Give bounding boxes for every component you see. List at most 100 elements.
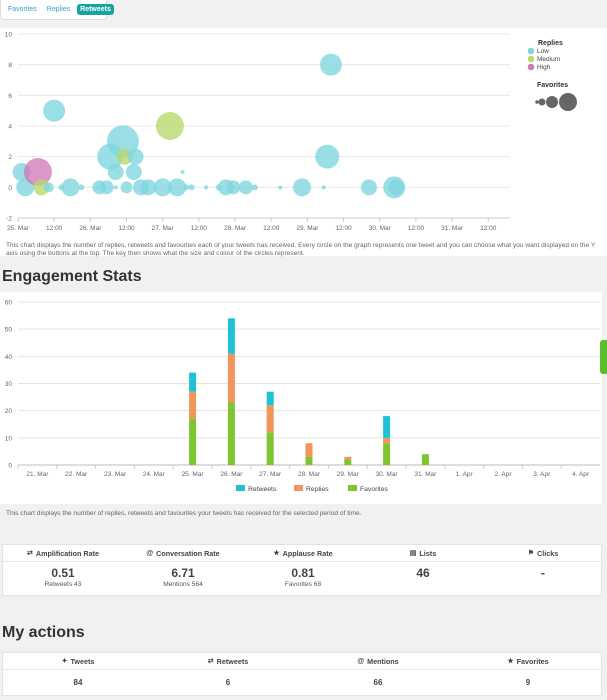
- bar-segment: [189, 372, 197, 392]
- tweet-bubble: [315, 144, 340, 169]
- y-tick-label: 30: [5, 381, 13, 388]
- x-tick-label: 2. Apr: [495, 471, 513, 478]
- my-actions-table: ✦ Tweets 84 ⇄ Retweets 6 @ Mentions 66 ★ Fav…: [2, 652, 603, 696]
- tweet-bubble: [61, 178, 80, 197]
- bubble-chart: -2 0 2 4 6 8 10 25. Mar 12:00 26. Mar 12:00 27. Mar…: [5, 32, 577, 232]
- action-value: 66: [373, 678, 383, 687]
- stat-value: 0.51: [51, 566, 75, 580]
- y-tick-label: 0: [8, 185, 12, 192]
- bar-segment: [344, 459, 352, 465]
- bar-segment: [421, 454, 429, 465]
- legend-size-dot: [538, 98, 546, 106]
- tweet-bubble: [183, 184, 190, 191]
- y-tick-label: 50: [5, 327, 13, 334]
- x-tick-label: 21. Mar: [26, 471, 49, 478]
- action-value: 6: [225, 678, 231, 687]
- engagement-title: Engagement Stats: [2, 268, 142, 285]
- y-tick-label: 4: [8, 124, 12, 131]
- feedback-tab-handle[interactable]: [600, 340, 607, 374]
- bar-segment: [266, 391, 274, 406]
- tab-favorites[interactable]: Favorites: [8, 6, 37, 13]
- tweet-bubble: [251, 184, 258, 191]
- y-axis-toggle-tabs: Favorites Replies Retweets: [0, 0, 114, 20]
- bar-segment: [344, 456, 352, 460]
- tweet-bubble: [155, 112, 184, 140]
- bar-segment: [227, 353, 235, 403]
- bar-segment: [383, 437, 391, 444]
- action-value: 84: [73, 678, 83, 687]
- stat-clicks: ⚑ Clicks -: [483, 545, 603, 595]
- legend-label: High: [537, 64, 551, 71]
- tweet-bubble: [204, 185, 209, 190]
- tweet-bubble: [319, 53, 342, 76]
- bar-segment: [305, 443, 313, 457]
- y-tick-label: 8: [8, 62, 12, 69]
- stat-applause: ★ Applause Rate 0.81 Favorites 68: [243, 545, 363, 595]
- tweet-bubble: [78, 184, 85, 191]
- legend-label: Low: [537, 48, 549, 55]
- bubble-chart-panel: -2 0 2 4 6 8 10 25. Mar 12:00 26. Mar 12:00 27. Mar…: [0, 28, 607, 256]
- tweet-bubble: [153, 178, 172, 197]
- x-tick-label: 29. Mar: [296, 225, 319, 232]
- tweet-bubble: [106, 125, 139, 158]
- tab-retweets[interactable]: Retweets: [77, 4, 114, 15]
- y-tick-label: 60: [5, 300, 13, 307]
- tweet-bubble: [321, 185, 326, 190]
- bar-chart-panel: 0 10 20 30 40 50 60 21. Mar 22. Mar 23. Mar 24. Ma…: [0, 292, 602, 504]
- stat-label: Applause Rate: [282, 548, 333, 558]
- stat-label: Amplification Rate: [35, 548, 99, 558]
- x-tick-label: 3. Apr: [533, 471, 551, 478]
- legend-label: Retweets: [248, 486, 277, 493]
- tweet-bubble: [238, 180, 253, 195]
- x-tick-label: 27. Mar: [259, 471, 282, 478]
- action-label: Mentions: [367, 656, 399, 666]
- tab-replies[interactable]: Replies: [46, 6, 71, 13]
- stat-conversation: @ Conversation Rate 6.71 Mentions 564: [123, 545, 243, 595]
- legend-replies-title: Replies: [538, 40, 563, 47]
- list-icon: ▤: [409, 550, 417, 557]
- bar-chart: 0 10 20 30 40 50 60 21. Mar 22. Mar 23. Mar 24. Ma…: [5, 300, 600, 493]
- legend-size-dot: [559, 93, 577, 111]
- star-icon: ★: [273, 550, 280, 557]
- x-tick-label: 12:00: [263, 225, 280, 232]
- action-tweets: ✦ Tweets 84: [3, 653, 153, 695]
- bar-segment: [266, 405, 274, 433]
- tweet-bubble: [226, 180, 241, 195]
- retweet-icon: ⇄: [27, 550, 33, 557]
- legend-swatch: [527, 47, 535, 55]
- tweet-bubble: [292, 178, 311, 197]
- star-icon: ★: [507, 658, 514, 665]
- legend-swatch: [527, 63, 535, 71]
- tweet-bubble: [99, 180, 114, 195]
- bird-icon: ✦: [61, 658, 68, 665]
- action-label: Retweets: [216, 656, 249, 666]
- x-tick-label: 24. Mar: [143, 471, 166, 478]
- stat-value: 6.71: [171, 566, 195, 580]
- y-tick-label: -2: [6, 216, 12, 223]
- stat-label: Clicks: [537, 548, 559, 558]
- x-tick-label: 12:00: [46, 225, 63, 232]
- y-tick-label: 20: [5, 408, 13, 415]
- my-actions-title: My actions: [2, 624, 85, 641]
- x-tick-label: 29. Mar: [337, 471, 360, 478]
- action-mentions: @ Mentions 66: [303, 653, 453, 695]
- x-tick-label: 26. Mar: [79, 225, 102, 232]
- action-retweets: ⇄ Retweets 6: [153, 653, 303, 695]
- x-tick-label: 25. Mar: [182, 471, 205, 478]
- stat-value: 46: [416, 566, 430, 580]
- x-tick-label: 26. Mar: [220, 471, 243, 478]
- legend-swatch: [348, 485, 357, 491]
- stat-sub: Favorites 68: [284, 581, 322, 588]
- stat-value: -: [541, 566, 545, 580]
- tweet-bubble: [107, 164, 124, 180]
- stat-label: Conversation Rate: [156, 548, 220, 558]
- x-tick-label: 12:00: [335, 225, 352, 232]
- x-tick-label: 1. Apr: [456, 471, 474, 478]
- bar-segment: [383, 416, 391, 438]
- x-tick-label: 4. Apr: [572, 471, 590, 478]
- legend-label: Replies: [306, 486, 329, 493]
- stat-amplification: ⇄ Amplification Rate 0.51 Retweets 43: [3, 545, 123, 595]
- stat-label: Lists: [419, 548, 437, 558]
- legend-label: Medium: [537, 56, 560, 63]
- y-tick-label: 10: [5, 32, 13, 39]
